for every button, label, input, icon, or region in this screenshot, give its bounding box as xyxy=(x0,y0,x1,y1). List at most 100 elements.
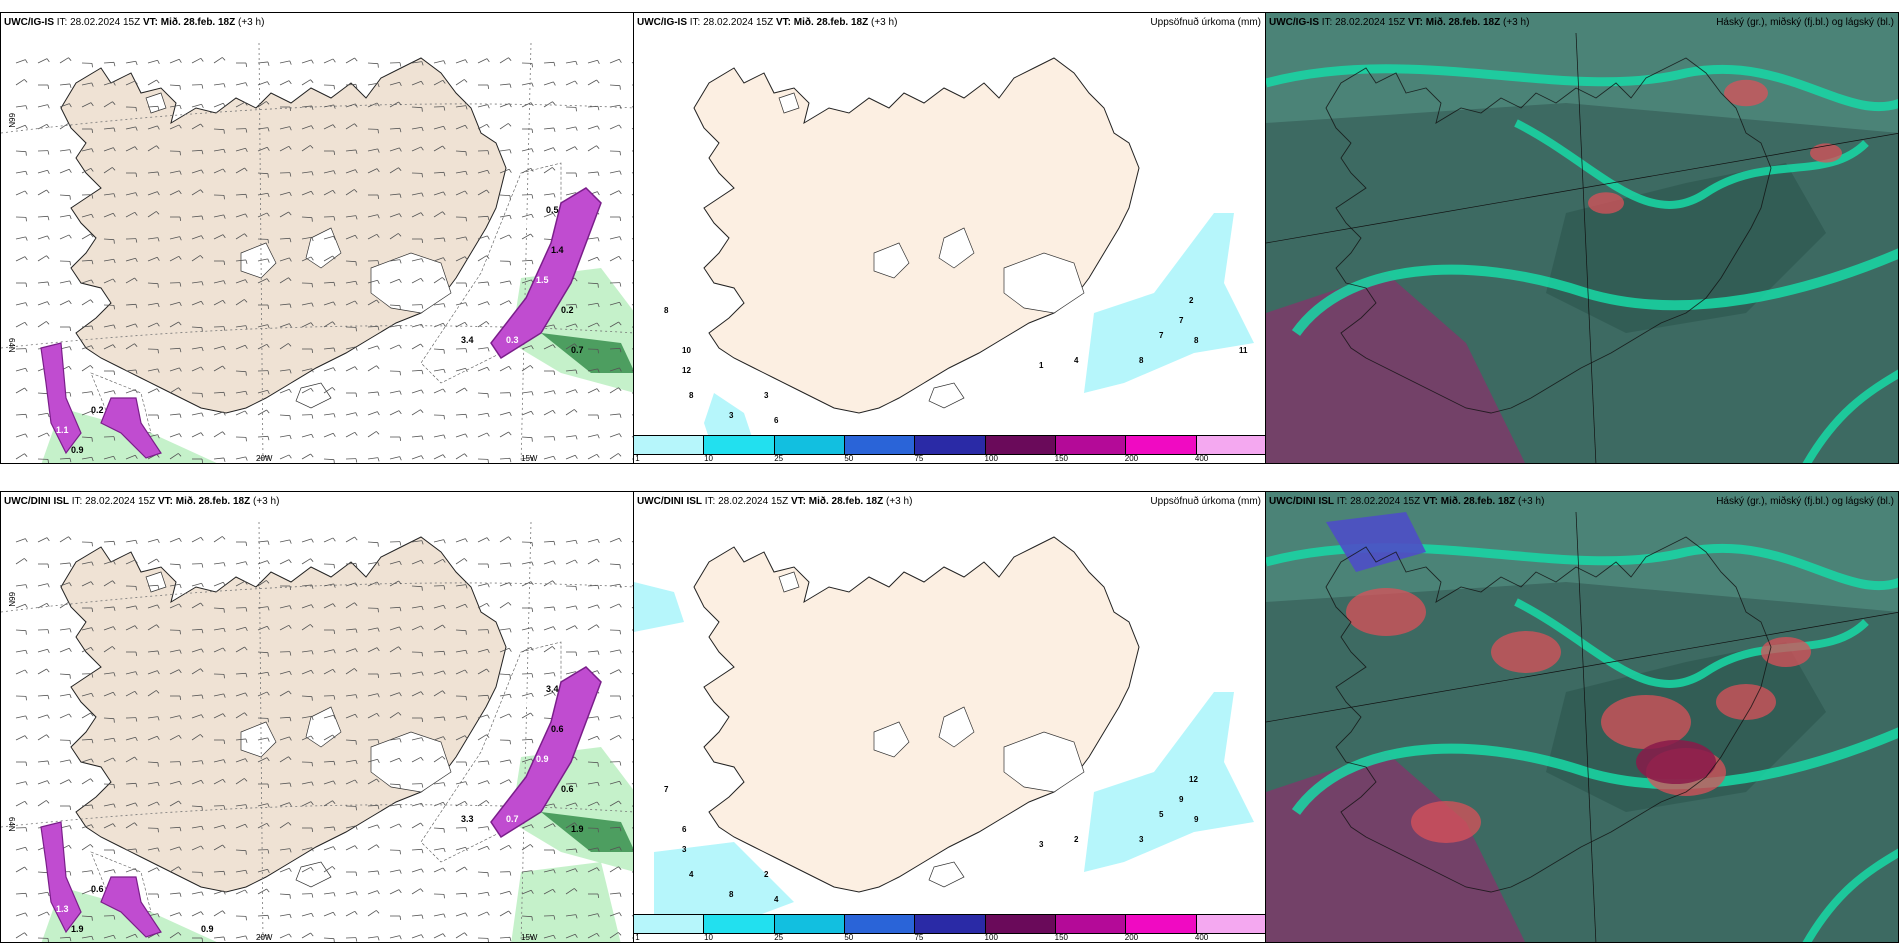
wind-barb xyxy=(389,889,400,895)
colorbar-segment xyxy=(985,436,1056,454)
wind-barb xyxy=(521,410,532,416)
wind-barb xyxy=(125,323,136,328)
wind-barb-feather xyxy=(91,457,94,462)
wind-barb xyxy=(367,148,378,152)
wind-barb xyxy=(191,255,201,262)
wind-barb-feather xyxy=(464,322,468,326)
wind-barb xyxy=(477,123,488,130)
wind-barb-feather xyxy=(354,366,358,371)
wind-barb-feather xyxy=(486,668,490,673)
wind-barb-feather xyxy=(112,823,116,828)
wind-barb-feather xyxy=(530,890,534,894)
wind-barb xyxy=(521,233,531,240)
wind-barb xyxy=(125,736,136,741)
wind-barb-feather xyxy=(508,602,512,606)
wind-barb-feather xyxy=(530,647,534,651)
wind-barb xyxy=(147,145,157,152)
wind-barb xyxy=(81,279,92,284)
wind-barb xyxy=(191,648,202,653)
wind-barb-feather xyxy=(465,696,467,701)
wind-barb xyxy=(323,189,334,196)
wind-barb-feather xyxy=(509,149,512,154)
wind-barb-feather xyxy=(134,212,138,216)
wind-barb xyxy=(125,605,136,609)
wind-barb xyxy=(433,191,444,196)
wind-barb-feather xyxy=(91,542,93,547)
wind-barb xyxy=(235,259,246,262)
wind-barb-feather xyxy=(91,279,94,284)
lon-label-15w: 15W xyxy=(521,933,538,942)
wind-barb-feather xyxy=(223,392,226,397)
wind-barb xyxy=(279,893,291,896)
wind-barb-feather xyxy=(179,348,182,353)
colorbar-segment xyxy=(1055,915,1127,933)
wind-barb xyxy=(521,82,532,86)
wind-barb xyxy=(257,560,268,565)
wind-barb xyxy=(367,778,377,785)
colorbar-tick-label: 75 xyxy=(914,933,924,942)
wind-barb-feather xyxy=(25,414,28,419)
wind-barb-feather xyxy=(508,713,512,718)
wind-barb-feather xyxy=(289,651,292,656)
wind-barb-feather xyxy=(289,238,292,243)
wind-barb-feather xyxy=(398,167,402,171)
wind-barb-feather xyxy=(421,238,424,244)
wind-barb-feather xyxy=(289,802,292,807)
wind-barb-feather xyxy=(574,409,578,413)
wind-barb xyxy=(257,81,268,86)
wind-barb-feather xyxy=(597,368,600,373)
wind-barb-feather xyxy=(531,673,534,678)
map-panel-dini-wind-snow: UWC/DINI ISL IT: 28.02.2024 15Z VT: Mið.… xyxy=(0,491,634,943)
wind-barb xyxy=(15,629,27,632)
wind-barb-feather xyxy=(200,668,204,672)
wind-barb xyxy=(279,126,290,130)
wind-barb xyxy=(543,167,553,174)
wind-barb-feather xyxy=(531,128,534,134)
wind-barb-feather xyxy=(421,435,424,440)
wind-barb xyxy=(367,804,379,807)
wind-barb-feather xyxy=(289,192,292,197)
precip-amount-label: 3 xyxy=(729,411,734,420)
wind-barb-feather xyxy=(531,542,533,547)
cloud-layer-low-sw xyxy=(1266,752,1526,942)
wind-barb-feather xyxy=(487,301,490,306)
wind-barb xyxy=(345,431,356,438)
wind-barb xyxy=(411,691,422,697)
wind-barb-feather xyxy=(310,558,314,562)
wind-barb-feather xyxy=(421,192,424,197)
wind-barb-feather xyxy=(112,167,116,171)
wind-barb xyxy=(37,871,49,874)
wind-barb-feather xyxy=(310,867,314,871)
wind-barb xyxy=(499,890,510,895)
wind-barb xyxy=(169,453,179,460)
glacier xyxy=(938,706,975,748)
wind-barb xyxy=(81,102,92,108)
wind-barb xyxy=(345,83,357,86)
wind-barb-feather xyxy=(223,674,225,679)
wind-barb xyxy=(367,457,378,460)
wind-barb xyxy=(103,167,113,174)
wind-barb xyxy=(279,539,290,543)
wind-barb-feather xyxy=(25,761,28,767)
wind-barb xyxy=(235,646,245,653)
wind-barb-feather xyxy=(245,148,248,153)
snow-amount-label: 0.7 xyxy=(506,814,519,824)
wind-barb xyxy=(543,580,553,587)
wind-barb-feather xyxy=(443,605,446,610)
wind-barb xyxy=(37,301,48,306)
wind-barb-feather xyxy=(222,713,226,718)
glacier xyxy=(928,382,965,409)
wind-barb xyxy=(257,822,268,829)
snow-amount-label: 0.5 xyxy=(546,205,559,215)
wind-barb-feather xyxy=(443,670,446,675)
wind-barb-feather xyxy=(311,125,314,130)
wind-barb-feather xyxy=(24,558,28,562)
wind-barb xyxy=(279,303,290,306)
wind-barb xyxy=(213,148,224,152)
wind-barb-feather xyxy=(156,388,160,393)
snowfall-band xyxy=(490,666,602,839)
wind-barb-feather xyxy=(222,300,226,304)
wind-barb-feather xyxy=(487,104,490,109)
wind-barb xyxy=(323,668,334,675)
wind-barb-feather xyxy=(399,626,402,631)
